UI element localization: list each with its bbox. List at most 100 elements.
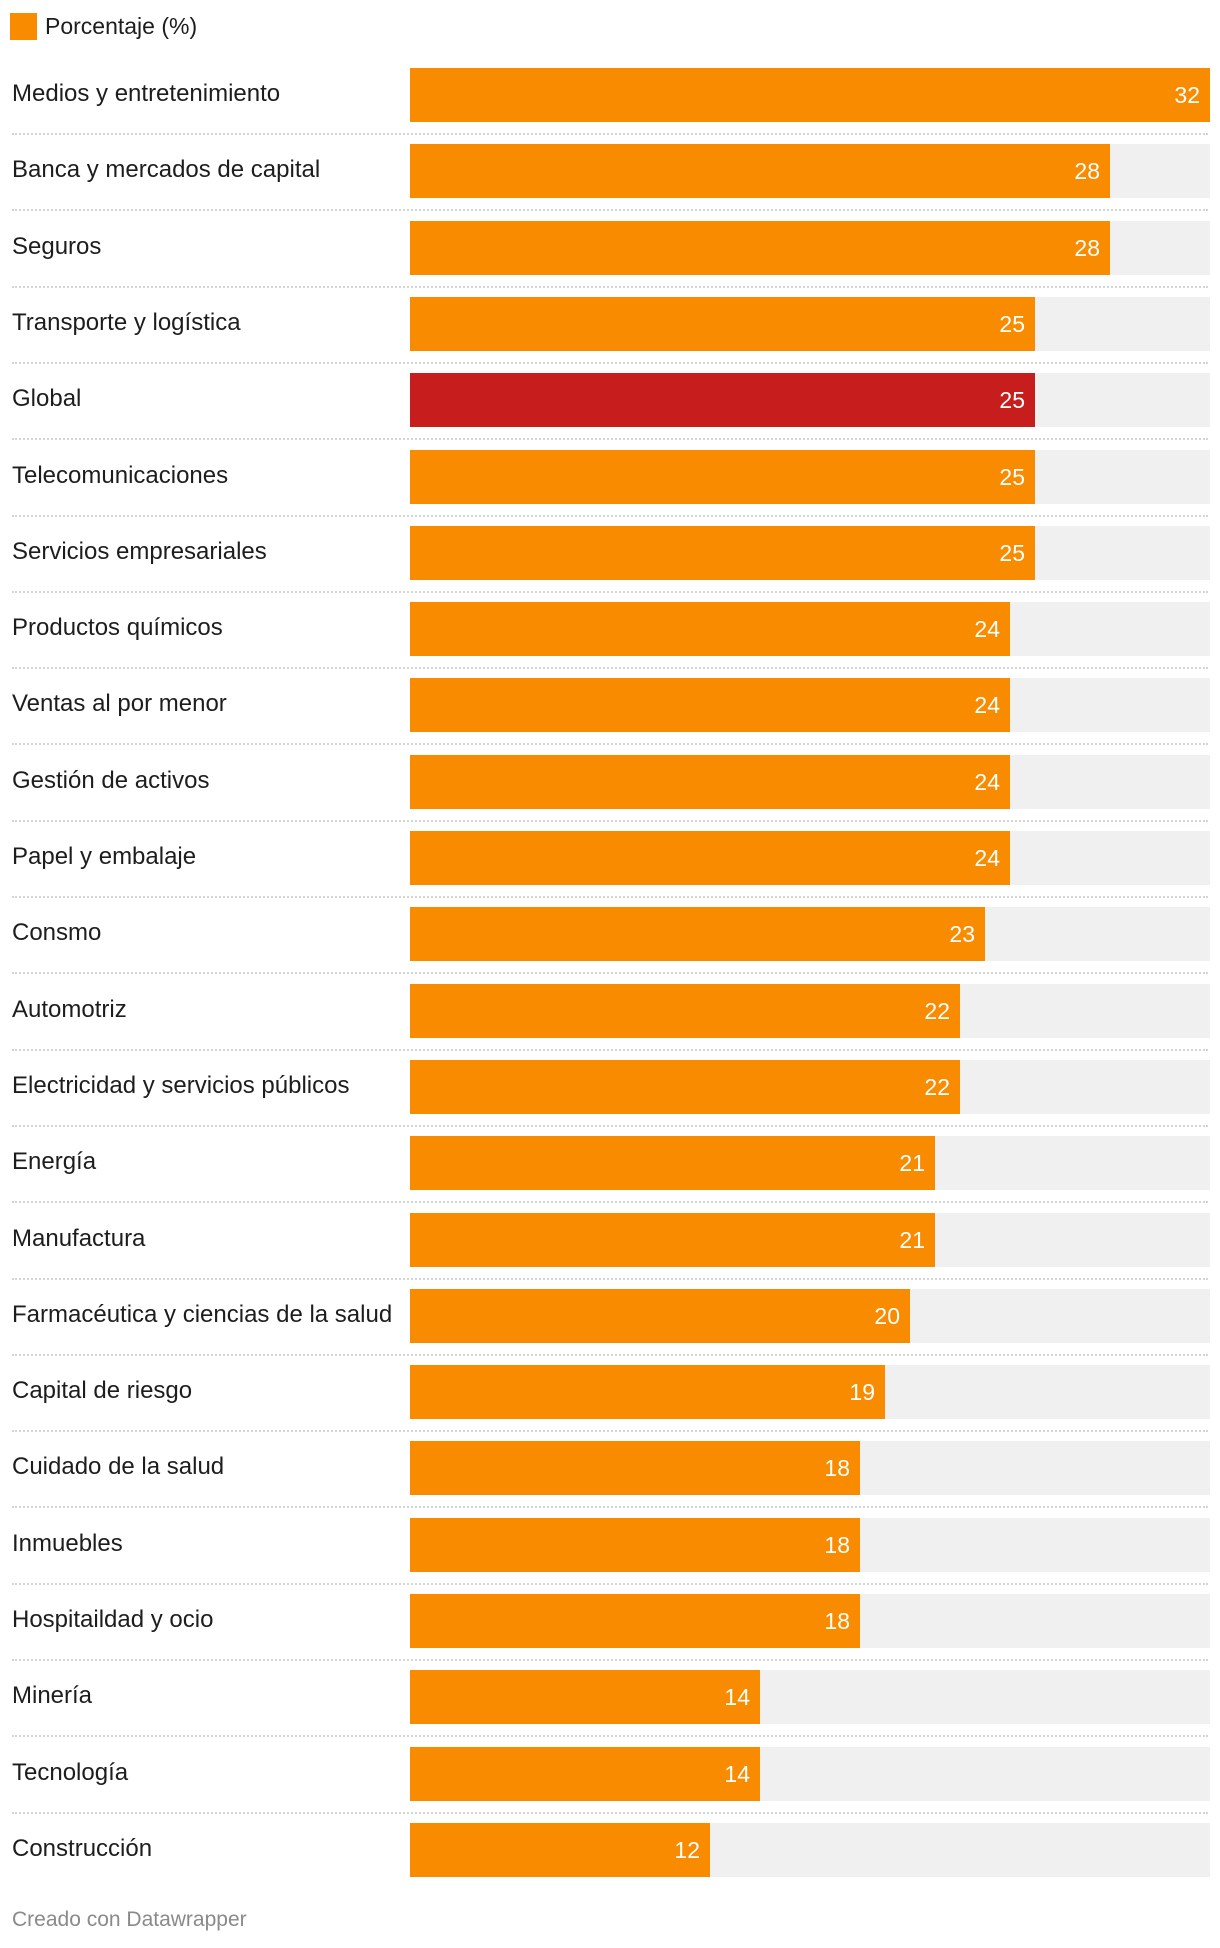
category-label: Consmo bbox=[12, 919, 102, 947]
bar-row: Papel y embalaje 24 bbox=[0, 831, 1220, 898]
bar-track: 18 bbox=[410, 1594, 1210, 1648]
bar bbox=[410, 1136, 935, 1191]
bar-row: Consmo 23 bbox=[0, 907, 1220, 975]
bar-track: 28 bbox=[410, 220, 1210, 275]
row-separator bbox=[12, 1659, 1208, 1661]
bar-track: 25 bbox=[410, 525, 1210, 580]
bar-row: Tecnología 14 bbox=[0, 1746, 1220, 1814]
bar-track: 20 bbox=[410, 1288, 1210, 1343]
category-label: Farmacéutica y ciencias de la salud bbox=[12, 1300, 393, 1328]
bar bbox=[410, 983, 960, 1038]
bar bbox=[410, 1059, 960, 1114]
value-label: 18 bbox=[824, 1455, 850, 1482]
category-label: Hospitaildad y ocio bbox=[12, 1606, 214, 1633]
value-label: 25 bbox=[999, 387, 1025, 414]
bar-track: 24 bbox=[410, 831, 1210, 885]
bar bbox=[410, 1594, 860, 1648]
category-label: Energía bbox=[12, 1148, 97, 1176]
bar bbox=[410, 220, 1110, 275]
category-label: Gestión de activos bbox=[12, 766, 210, 794]
bar bbox=[410, 907, 985, 962]
value-label: 25 bbox=[999, 539, 1025, 566]
category-label: Seguros bbox=[12, 232, 102, 260]
bar-track: 12 bbox=[410, 1822, 1210, 1877]
bar bbox=[410, 525, 1035, 580]
bar-track: 22 bbox=[410, 1059, 1210, 1114]
bar-row: Minería 14 bbox=[0, 1670, 1220, 1738]
bar bbox=[410, 1212, 935, 1267]
category-label: Telecomunicaciones bbox=[12, 461, 229, 489]
row-separator bbox=[12, 667, 1208, 670]
row-separator bbox=[12, 1048, 1208, 1051]
category-label: Medios y entretenimiento bbox=[12, 80, 281, 107]
bar bbox=[410, 68, 1210, 122]
row-separator bbox=[12, 896, 1208, 898]
row-separator bbox=[12, 133, 1208, 135]
value-label: 23 bbox=[949, 921, 975, 948]
bar-row: Ventas al por menor 24 bbox=[0, 678, 1220, 746]
bar-row: Productos químicos 24 bbox=[0, 602, 1220, 670]
bar-row: Capital de riesgo 19 bbox=[0, 1365, 1220, 1433]
bar-row: Automotriz 22 bbox=[0, 983, 1220, 1051]
bar-row: Construcción 12 bbox=[0, 1822, 1220, 1877]
category-label: Global bbox=[12, 385, 82, 413]
value-label: 18 bbox=[824, 1608, 850, 1634]
bar-row: Manufactura 21 bbox=[0, 1212, 1220, 1280]
category-label: Construcción bbox=[12, 1834, 153, 1862]
row-separator bbox=[12, 819, 1208, 822]
value-label: 20 bbox=[874, 1302, 900, 1329]
category-label: Servicios empresariales bbox=[12, 537, 267, 565]
row-separator bbox=[12, 1506, 1208, 1509]
bar-track: 24 bbox=[410, 754, 1210, 809]
bar-row: Global 25 bbox=[0, 373, 1220, 441]
row-separator bbox=[12, 1353, 1208, 1356]
bar-track: 21 bbox=[410, 1212, 1210, 1267]
value-label: 32 bbox=[1174, 82, 1200, 108]
row-separator bbox=[12, 743, 1208, 746]
bar-track: 22 bbox=[410, 983, 1210, 1038]
bar-row: Inmuebles 18 bbox=[0, 1517, 1220, 1585]
bar-row: Hospitaildad y ocio 18 bbox=[0, 1594, 1220, 1661]
category-label: Transporte y logística bbox=[12, 308, 241, 336]
bar bbox=[410, 602, 1010, 657]
bar bbox=[410, 1517, 860, 1572]
bar-track: 19 bbox=[410, 1365, 1210, 1420]
value-label: 25 bbox=[999, 310, 1025, 337]
row-separator bbox=[12, 1811, 1208, 1814]
bar-row: Farmacéutica y ciencias de la salud 20 bbox=[0, 1288, 1220, 1356]
bar-track: 24 bbox=[410, 678, 1210, 733]
bar-track: 18 bbox=[410, 1517, 1210, 1572]
value-label: 24 bbox=[974, 616, 1000, 643]
category-label: Minería bbox=[12, 1682, 93, 1710]
bar bbox=[410, 1746, 760, 1801]
category-label: Electricidad y servicios públicos bbox=[12, 1071, 350, 1099]
bar bbox=[410, 449, 1035, 504]
bar-track: 23 bbox=[410, 907, 1210, 962]
bar-track: 24 bbox=[410, 602, 1210, 657]
value-label: 21 bbox=[899, 1150, 925, 1177]
category-label: Ventas al por menor bbox=[12, 690, 227, 718]
bar bbox=[410, 754, 1010, 809]
value-label: 14 bbox=[724, 1760, 750, 1787]
value-label: 24 bbox=[974, 692, 1000, 719]
row-separator bbox=[12, 1430, 1208, 1433]
bar-track: 32 bbox=[410, 68, 1210, 122]
row-separator bbox=[12, 972, 1208, 975]
value-label: 19 bbox=[849, 1379, 875, 1406]
value-label: 24 bbox=[974, 845, 1000, 871]
row-separator bbox=[12, 514, 1208, 517]
bar-track: 14 bbox=[410, 1670, 1210, 1725]
bar bbox=[410, 1441, 860, 1496]
value-label: 14 bbox=[724, 1684, 750, 1711]
row-separator bbox=[12, 285, 1208, 288]
category-label: Productos químicos bbox=[12, 614, 223, 642]
category-label: Papel y embalaje bbox=[12, 843, 197, 870]
bar bbox=[410, 1822, 710, 1877]
bar-track: 25 bbox=[410, 296, 1210, 351]
row-separator bbox=[12, 590, 1208, 593]
bar bbox=[410, 831, 1010, 885]
bar bbox=[410, 144, 1110, 199]
legend-label: Porcentaje (%) bbox=[45, 12, 198, 39]
bar-row: Electricidad y servicios públicos 22 bbox=[0, 1059, 1220, 1127]
bar-row: Telecomunicaciones 25 bbox=[0, 449, 1220, 517]
